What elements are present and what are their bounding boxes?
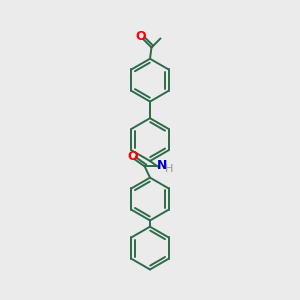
Text: N: N — [156, 159, 167, 172]
Text: O: O — [136, 30, 146, 43]
Text: O: O — [128, 150, 138, 163]
Text: H: H — [164, 164, 173, 174]
